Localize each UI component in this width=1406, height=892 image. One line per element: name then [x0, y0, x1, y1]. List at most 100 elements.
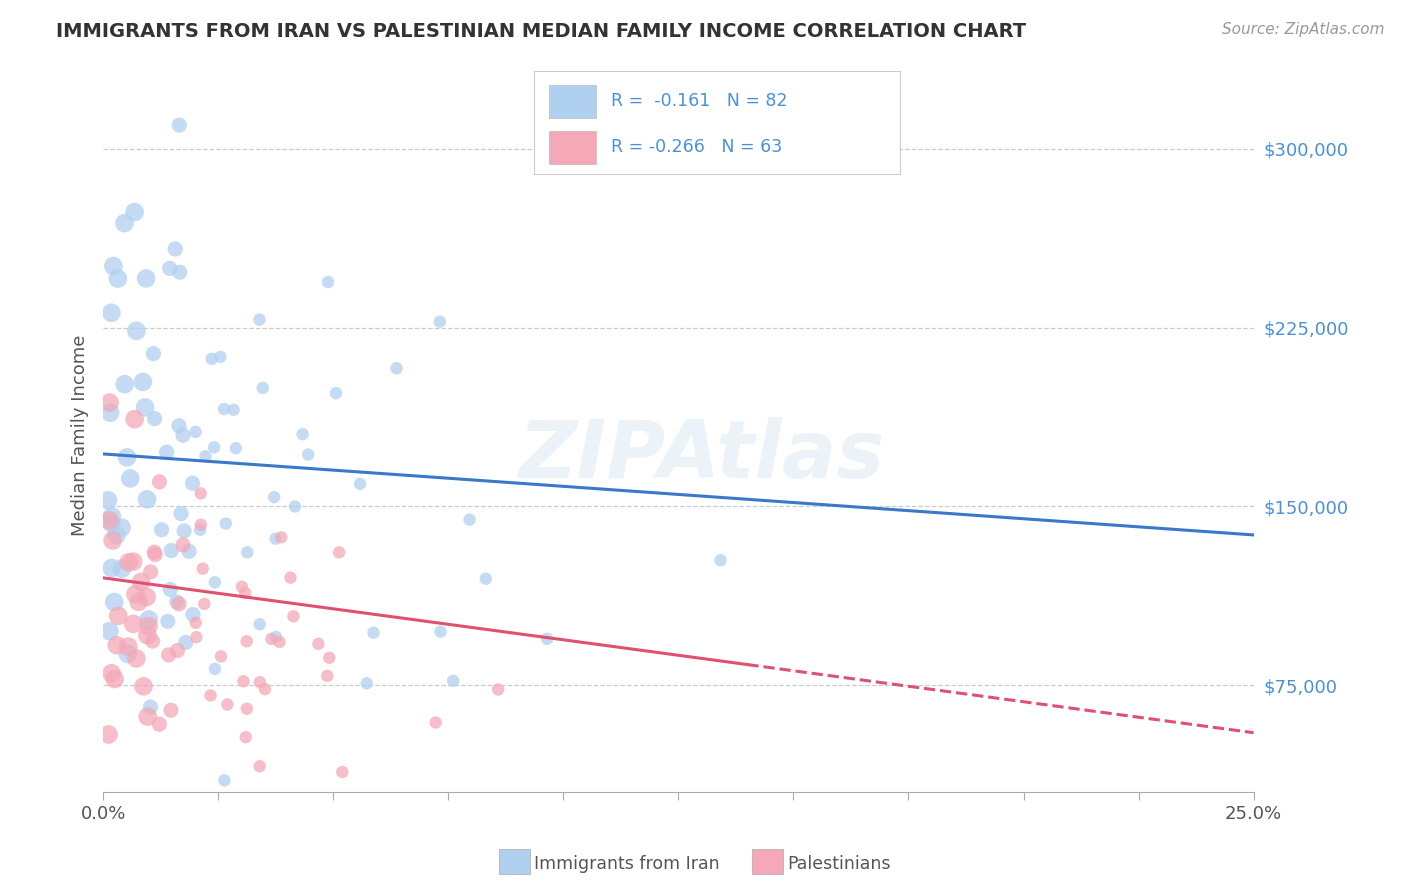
Point — [249, 759, 271, 773]
Point — [159, 261, 181, 276]
Point — [184, 615, 207, 630]
Point — [142, 346, 165, 360]
Point — [429, 624, 451, 639]
Point — [202, 441, 225, 455]
Point — [148, 717, 170, 731]
Point — [307, 637, 329, 651]
Point — [117, 555, 139, 569]
Point — [181, 476, 204, 491]
Point — [101, 509, 124, 524]
Point — [193, 597, 215, 611]
Point — [441, 673, 464, 688]
Point — [172, 538, 194, 552]
Point — [128, 595, 150, 609]
Point — [253, 682, 276, 697]
Point — [249, 617, 271, 632]
Point — [142, 634, 165, 648]
Point — [134, 401, 156, 415]
Point — [356, 676, 378, 690]
Point — [188, 523, 211, 537]
Point — [458, 513, 481, 527]
Point — [165, 242, 187, 256]
Point — [100, 666, 122, 681]
Point — [249, 312, 271, 326]
Point — [117, 640, 139, 654]
Point — [249, 675, 271, 690]
Point — [363, 625, 385, 640]
Text: ZIPAtlas: ZIPAtlas — [519, 417, 884, 495]
Point — [103, 672, 125, 686]
Point — [325, 386, 347, 401]
Point — [107, 608, 129, 623]
Point — [235, 730, 257, 744]
Point — [100, 516, 122, 530]
Point — [97, 493, 120, 508]
Point — [173, 524, 195, 538]
Point — [264, 630, 287, 644]
Point — [157, 648, 180, 662]
Point — [136, 628, 159, 642]
Point — [138, 619, 160, 633]
Point — [252, 381, 274, 395]
Point — [156, 615, 179, 629]
Point — [186, 630, 208, 644]
Point — [235, 634, 257, 648]
Point — [169, 118, 191, 132]
Point — [143, 411, 166, 425]
Point — [260, 632, 283, 646]
Point — [124, 587, 146, 601]
Point — [330, 764, 353, 779]
Point — [160, 703, 183, 717]
Text: IMMIGRANTS FROM IRAN VS PALESTINIAN MEDIAN FAMILY INCOME CORRELATION CHART: IMMIGRANTS FROM IRAN VS PALESTINIAN MEDI… — [56, 22, 1026, 41]
Point — [200, 689, 222, 703]
Point — [97, 727, 120, 741]
Point — [170, 507, 193, 521]
Point — [110, 520, 132, 534]
Point — [122, 555, 145, 569]
Point — [191, 562, 214, 576]
Point — [98, 395, 121, 409]
Point — [143, 548, 166, 562]
Text: Palestinians: Palestinians — [787, 855, 891, 873]
Point — [316, 669, 339, 683]
Point — [475, 572, 498, 586]
Text: Immigrants from Iran: Immigrants from Iran — [534, 855, 720, 873]
Point — [486, 682, 509, 697]
Point — [135, 271, 157, 285]
Point — [98, 406, 121, 420]
Point — [169, 265, 191, 279]
Point — [385, 361, 408, 376]
Point — [236, 545, 259, 559]
Point — [174, 635, 197, 649]
Point — [100, 306, 122, 320]
Point — [117, 647, 139, 661]
Bar — [548, 85, 596, 118]
Point — [217, 698, 239, 712]
Point — [212, 401, 235, 416]
Point — [231, 580, 253, 594]
Point — [184, 425, 207, 439]
Point — [201, 351, 224, 366]
Point — [111, 562, 134, 576]
Point — [139, 565, 162, 579]
Point — [124, 205, 146, 219]
Point — [214, 773, 236, 788]
Point — [100, 561, 122, 575]
Point — [236, 702, 259, 716]
Point — [209, 350, 232, 364]
Point — [103, 595, 125, 609]
Point — [284, 500, 307, 514]
Point — [232, 674, 254, 689]
Point — [177, 544, 200, 558]
Point — [98, 513, 121, 527]
Point — [103, 259, 125, 273]
Point — [316, 275, 339, 289]
Point — [124, 412, 146, 426]
Point — [138, 612, 160, 626]
Point — [215, 516, 238, 531]
Point — [166, 595, 188, 609]
Point — [269, 635, 291, 649]
Point — [167, 597, 190, 611]
Point — [107, 271, 129, 285]
Y-axis label: Median Family Income: Median Family Income — [72, 334, 89, 535]
